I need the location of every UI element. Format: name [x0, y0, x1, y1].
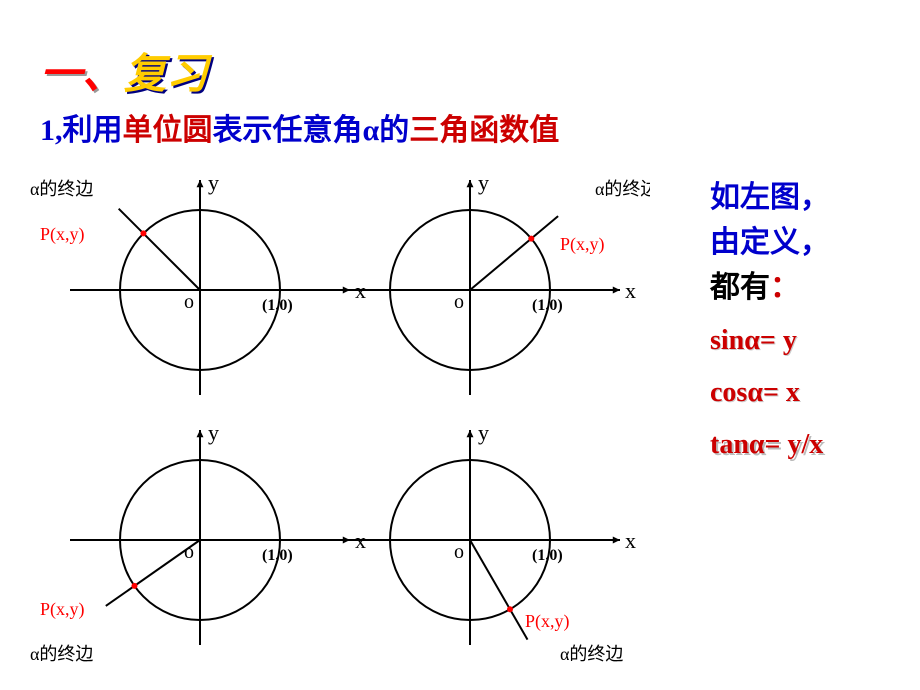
svg-text:P(x,y): P(x,y) — [525, 611, 570, 632]
unit-circle-q1: x y o (1,0) P(x,y) α的终边 — [290, 145, 650, 435]
subtitle-part2: 单位圆 — [123, 114, 213, 147]
equation-sin: sinα= y — [710, 320, 900, 362]
equation-tan: tanα= y/x — [710, 424, 900, 466]
svg-text:α的终边: α的终边 — [560, 644, 623, 664]
subtitle-part1: 1,利用 — [40, 114, 123, 147]
svg-text:o: o — [184, 291, 194, 313]
svg-text:(1,0): (1,0) — [532, 297, 563, 314]
right-line3: 都有： — [710, 265, 900, 310]
header-title: 复习 — [124, 52, 208, 98]
svg-text:P(x,y): P(x,y) — [40, 599, 85, 620]
right-line3-text: 都有 — [710, 271, 770, 304]
subtitle-part3: 表示任意角α的 — [213, 114, 410, 147]
right-line1: 如左图， — [710, 175, 900, 220]
subtitle-part4: 三角函数值 — [409, 114, 559, 147]
svg-text:o: o — [454, 291, 464, 313]
right-text-block: 如左图， 由定义， 都有： sinα= y cosα= x tanα= y/x — [710, 175, 900, 466]
svg-text:(1,0): (1,0) — [262, 547, 293, 564]
svg-text:x: x — [625, 528, 636, 553]
right-line2: 由定义， — [710, 220, 900, 265]
svg-text:y: y — [208, 170, 219, 195]
svg-text:α的终边: α的终边 — [30, 644, 93, 664]
svg-text:α的终边: α的终边 — [595, 179, 650, 199]
svg-text:o: o — [454, 541, 464, 563]
unit-circle-q4: x y o (1,0) P(x,y) α的终边 — [290, 395, 650, 685]
svg-text:P(x,y): P(x,y) — [40, 224, 85, 245]
svg-text:α的终边: α的终边 — [30, 179, 93, 199]
header-numeral: 一、 — [40, 52, 124, 98]
svg-text:y: y — [478, 420, 489, 445]
svg-text:y: y — [208, 420, 219, 445]
equation-cos: cosα= x — [710, 372, 900, 414]
section-header: 一、复习 — [40, 40, 208, 101]
svg-text:o: o — [184, 541, 194, 563]
svg-text:(1,0): (1,0) — [532, 547, 563, 564]
svg-text:y: y — [478, 170, 489, 195]
svg-text:x: x — [625, 278, 636, 303]
right-line3-colon: ： — [770, 271, 800, 304]
diagram-area: xyo(1,0)P(x,y)α的终边xyo(1,0)P(x,y)α的终边xyo(… — [10, 160, 710, 680]
subtitle: 1,利用单位圆表示任意角α的三角函数值 — [40, 105, 559, 149]
svg-text:P(x,y): P(x,y) — [560, 234, 605, 255]
svg-text:(1,0): (1,0) — [262, 297, 293, 314]
